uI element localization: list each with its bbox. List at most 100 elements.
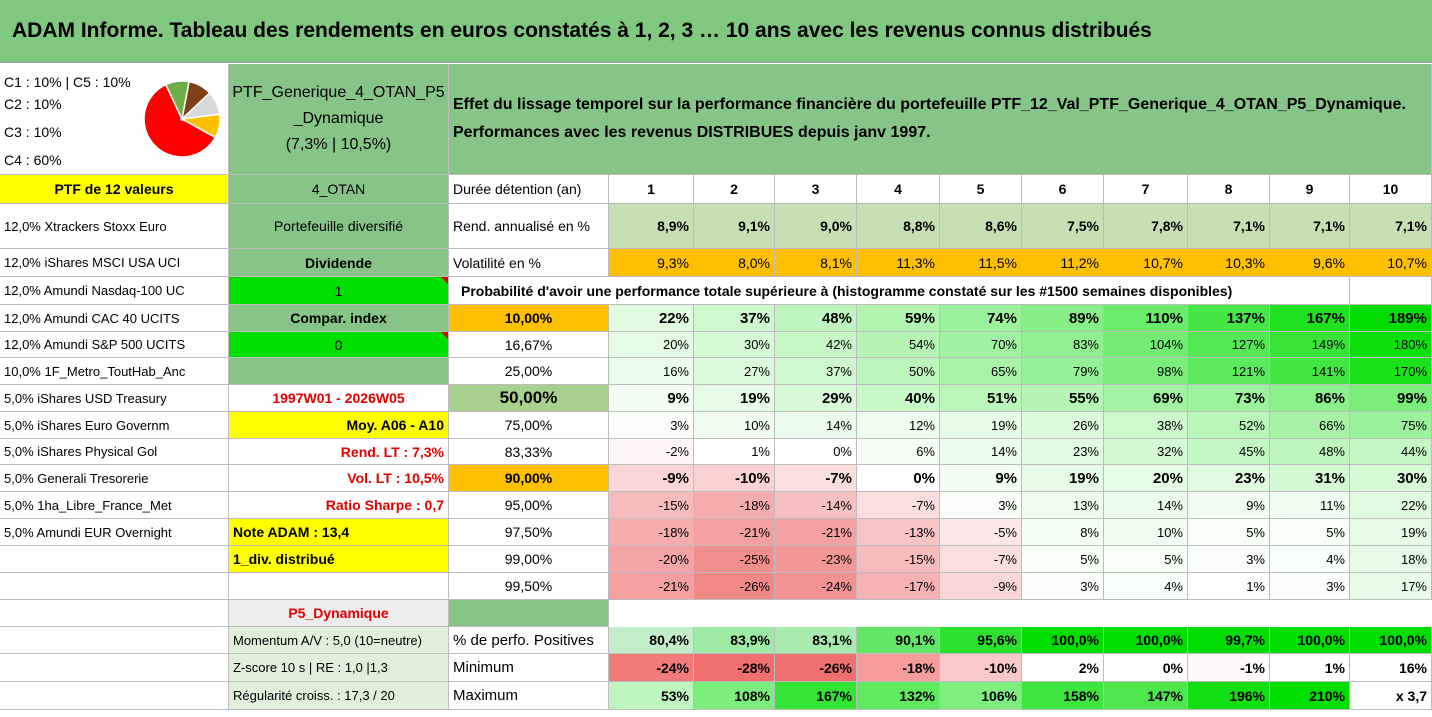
- rend-value: 7,1%: [1188, 204, 1270, 249]
- profile-label: P5_Dynamique: [229, 600, 449, 627]
- probability-value: -18%: [609, 519, 694, 546]
- holding-row: 12,0% Amundi Nasdaq-100 UC: [0, 277, 229, 305]
- holding-row: 10,0% 1F_Metro_ToutHab_Anc: [0, 358, 229, 385]
- empty-cell: [0, 682, 229, 710]
- vol-value: 11,5%: [940, 249, 1022, 277]
- minimum-value: -24%: [609, 654, 694, 682]
- minimum-value: -26%: [775, 654, 857, 682]
- probability-value: 127%: [1188, 332, 1270, 358]
- probability-threshold: 50,00%: [449, 385, 609, 412]
- probability-value: 40%: [857, 385, 940, 412]
- probability-value: 45%: [1188, 439, 1270, 465]
- probability-value: -7%: [857, 492, 940, 519]
- probability-value: 31%: [1270, 465, 1350, 492]
- vol-value: 8,0%: [694, 249, 775, 277]
- probability-value: 74%: [940, 305, 1022, 332]
- probability-value: 9%: [940, 465, 1022, 492]
- probability-value: -23%: [775, 546, 857, 573]
- probability-value: 37%: [694, 305, 775, 332]
- dividend-value: 1: [229, 277, 449, 305]
- allocation-line: C4 : 60%: [4, 152, 62, 168]
- maximum-value: 210%: [1270, 682, 1350, 710]
- positive-perf-value: 80,4%: [609, 627, 694, 654]
- empty-cell: [0, 573, 229, 600]
- compar-index-label: Compar. index: [229, 305, 449, 332]
- probability-value: 5%: [1188, 519, 1270, 546]
- diversified-label: Portefeuille diversifié: [229, 204, 449, 249]
- maximum-value: 53%: [609, 682, 694, 710]
- positive-perf-value: 100,0%: [1104, 627, 1188, 654]
- probability-value: 32%: [1104, 439, 1188, 465]
- probability-value: 19%: [940, 412, 1022, 439]
- probability-threshold: 90,00%: [449, 465, 609, 492]
- holding-row: 5,0% 1ha_Libre_France_Met: [0, 492, 229, 519]
- probability-value: 12%: [857, 412, 940, 439]
- allocation-line: C3 : 10%: [4, 124, 62, 140]
- probability-value: 20%: [609, 332, 694, 358]
- portfolio-description: Effet du lissage temporel sur la perform…: [449, 64, 1432, 175]
- year-header: 9: [1270, 175, 1350, 204]
- rend-value: 8,6%: [940, 204, 1022, 249]
- probability-threshold: 25,00%: [449, 358, 609, 385]
- rend-value: 9,0%: [775, 204, 857, 249]
- vol-value: 11,3%: [857, 249, 940, 277]
- distribution-label: 1_div. distribué: [229, 546, 449, 573]
- vol-value: 10,3%: [1188, 249, 1270, 277]
- probability-value: -9%: [940, 573, 1022, 600]
- rend-value: 9,1%: [694, 204, 775, 249]
- probability-value: 110%: [1104, 305, 1188, 332]
- empty-cell: [449, 600, 609, 627]
- probability-value: 27%: [694, 358, 775, 385]
- long-term-volatility: Vol. LT : 10,5%: [229, 465, 449, 492]
- year-header: 10: [1350, 175, 1432, 204]
- adam-note: Note ADAM : 13,4: [229, 519, 449, 546]
- probability-value: 3%: [609, 412, 694, 439]
- positive-perf-value: 99,7%: [1188, 627, 1270, 654]
- vol-value: 11,2%: [1022, 249, 1104, 277]
- probability-value: -7%: [775, 465, 857, 492]
- maximum-label: Maximum: [449, 682, 609, 710]
- probability-value: 3%: [1022, 573, 1104, 600]
- probability-threshold: 97,50%: [449, 519, 609, 546]
- probability-value: 11%: [1270, 492, 1350, 519]
- probability-value: 16%: [609, 358, 694, 385]
- maximum-value: 167%: [775, 682, 857, 710]
- probability-value: 167%: [1270, 305, 1350, 332]
- probability-value: 0%: [857, 465, 940, 492]
- probability-value: 23%: [1188, 465, 1270, 492]
- probability-value: 14%: [775, 412, 857, 439]
- year-header: 5: [940, 175, 1022, 204]
- probability-value: 55%: [1022, 385, 1104, 412]
- allocation-panel: C1 : 10% | C5 : 10% C2 : 10% C3 : 10% C4…: [0, 64, 229, 175]
- probability-value: 17%: [1350, 573, 1432, 600]
- empty-cell: [0, 600, 229, 627]
- portfolio-code: 4_OTAN: [229, 175, 449, 204]
- long-term-return: Rend. LT : 7,3%: [229, 439, 449, 465]
- probability-value: 1%: [694, 439, 775, 465]
- probability-value: 19%: [1350, 519, 1432, 546]
- empty-cell: [0, 654, 229, 682]
- empty-cell: [0, 627, 229, 654]
- probability-value: 137%: [1188, 305, 1270, 332]
- holding-row: 12,0% iShares MSCI USA UCI: [0, 249, 229, 277]
- empty-cell: [1350, 277, 1432, 305]
- allocation-line: C1 : 10% | C5 : 10%: [4, 74, 131, 90]
- momentum-label: Momentum A/V : 5,0 (10=neutre): [229, 627, 449, 654]
- probability-value: -24%: [775, 573, 857, 600]
- maximum-value: 196%: [1188, 682, 1270, 710]
- description-line: Performances avec les revenus DISTRIBUES…: [453, 124, 931, 141]
- allocation-pie-chart: [143, 80, 221, 158]
- portfolio-name-line: _Dynamique: [293, 110, 384, 127]
- probability-value: 14%: [1104, 492, 1188, 519]
- probability-value: 20%: [1104, 465, 1188, 492]
- holding-row: 5,0% Generali Tresorerie: [0, 465, 229, 492]
- rend-value: 7,1%: [1270, 204, 1350, 249]
- probability-value: 73%: [1188, 385, 1270, 412]
- probability-value: 75%: [1350, 412, 1432, 439]
- year-header: 4: [857, 175, 940, 204]
- page-title: ADAM Informe. Tableau des rendements en …: [0, 0, 1432, 63]
- probability-value: -18%: [694, 492, 775, 519]
- empty-cell: [229, 358, 449, 385]
- rend-value: 7,5%: [1022, 204, 1104, 249]
